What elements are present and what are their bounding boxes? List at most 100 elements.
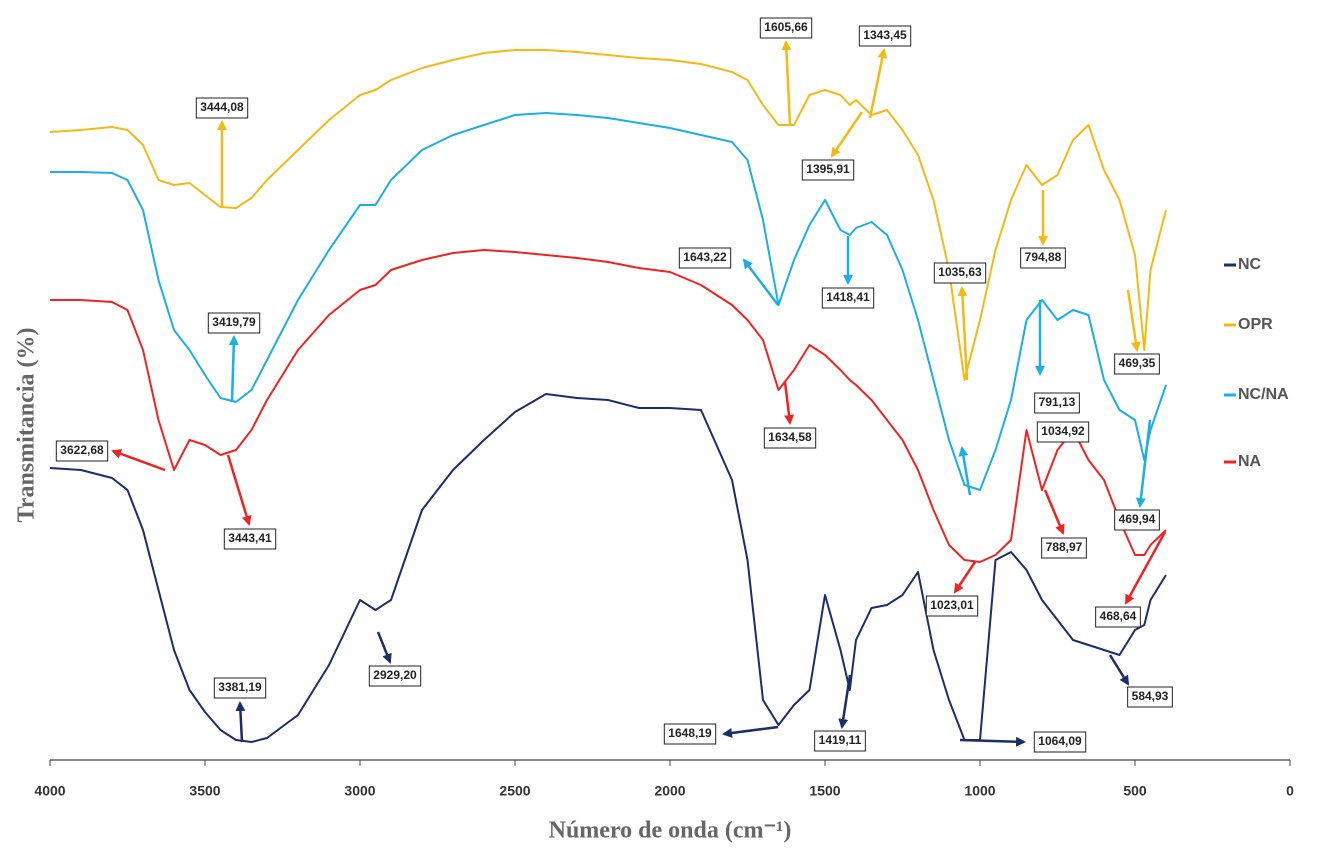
x-axis-label: Número de onda (cm⁻¹) (549, 818, 792, 844)
annotation-arrow (868, 48, 888, 119)
legend-label: NA (1238, 453, 1262, 470)
annotation-box (195, 97, 249, 119)
annotation-arrow (957, 286, 969, 381)
annotation: 788,97 (1041, 537, 1087, 559)
annotation-box (1020, 247, 1066, 269)
annotation-label: 3622,68 (60, 443, 104, 457)
x-tick-label: 0 (1286, 783, 1294, 799)
annotation-label: 2929,20 (373, 668, 417, 682)
annotation: 1035,63 (933, 262, 987, 284)
annotation-label: 794,88 (1025, 250, 1062, 264)
x-tick-label: 2000 (654, 783, 685, 799)
annotation-label: 1643,22 (683, 250, 727, 264)
annotation: 1064,09 (1033, 731, 1087, 753)
annotation-box (678, 247, 732, 269)
annotation-box (814, 730, 866, 752)
annotation-arrow (783, 381, 794, 425)
annotation: 469,35 (1114, 353, 1160, 375)
annotation: 1643,22 (678, 247, 732, 269)
annotation-arrow (376, 631, 392, 664)
annotation-box (1095, 606, 1141, 628)
annotation-box (759, 17, 813, 39)
annotation-label: 3443,41 (228, 531, 272, 545)
annotation: 791,13 (1034, 392, 1080, 414)
x-tick-label: 3000 (344, 783, 375, 799)
annotation: 794,88 (1020, 247, 1066, 269)
y-axis-label: Transmitancia (%) (14, 328, 40, 523)
annotation: 1605,66 (759, 17, 813, 39)
annotation-box (1034, 392, 1080, 414)
annotation-box (1127, 686, 1173, 708)
annotation-label: 1395,91 (806, 162, 850, 176)
annotation-box (368, 665, 422, 687)
annotation: 1395,91 (801, 159, 855, 181)
annotation: 3419,79 (207, 312, 261, 334)
annotation-label: 3444,08 (200, 100, 244, 114)
annotation-label: 788,97 (1046, 540, 1083, 554)
legend-label: OPR (1238, 316, 1273, 333)
annotation-arrow (1124, 531, 1167, 605)
spectrum-line (49, 49, 1167, 381)
annotation: 3444,08 (195, 97, 249, 119)
legend-label: NC (1238, 256, 1262, 273)
annotation-arrow (235, 701, 246, 743)
annotation: 1648,19 (663, 723, 717, 745)
annotation-box (1114, 353, 1160, 375)
annotation-box (933, 262, 987, 284)
annotation: 1343,45 (858, 25, 912, 47)
annotation-arrow (1108, 654, 1130, 686)
annotation-label: 1418,41 (826, 290, 870, 304)
annotation-box (223, 528, 277, 550)
annotation: 3443,41 (223, 528, 277, 550)
annotation: 1418,41 (821, 287, 875, 309)
annotation-box (1114, 509, 1160, 531)
annotation-label: 1419,11 (819, 733, 862, 747)
annotation-label: 1648,19 (668, 726, 712, 740)
x-tick-label: 3500 (189, 783, 220, 799)
annotation-arrow (830, 111, 864, 158)
annotation-arrow (781, 40, 792, 126)
annotation-label: 469,35 (1119, 356, 1156, 370)
annotation-arrow (838, 674, 852, 729)
annotation-arrow (953, 561, 977, 594)
annotation-label: 469,94 (1119, 512, 1156, 526)
legend-label: NC/NA (1238, 386, 1289, 403)
annotation: 584,93 (1127, 686, 1173, 708)
annotation-label: 1023,01 (930, 598, 974, 612)
annotation-arrow (226, 454, 252, 526)
annotation-arrow (111, 449, 166, 472)
annotation: 1419,11 (814, 730, 866, 752)
annotation: 3381,19 (213, 677, 267, 699)
annotation-label: 791,13 (1039, 395, 1076, 409)
annotation: 468,64 (1095, 606, 1141, 628)
annotation: 1034,92 (1036, 421, 1090, 443)
annotation-arrow (1043, 489, 1065, 535)
annotation-label: 1634,58 (768, 430, 812, 444)
annotation-box (213, 677, 267, 699)
annotation: 1634,58 (763, 427, 817, 449)
spectrum-line (50, 249, 1167, 563)
annotation-arrow (959, 736, 1026, 747)
annotation-box (1036, 421, 1090, 443)
annotation-arrow (958, 446, 972, 496)
x-tick-label: 4000 (34, 783, 65, 799)
annotation-label: 1035,63 (938, 265, 982, 279)
annotation-label: 468,64 (1100, 609, 1137, 623)
annotation-label: 3381,19 (218, 680, 262, 694)
annotation-box (1041, 537, 1087, 559)
annotation-box (207, 312, 261, 334)
annotation-label: 1605,66 (764, 20, 808, 34)
annotation-label: 3419,79 (212, 315, 256, 329)
annotation-box (55, 440, 109, 462)
spectrum-line (50, 112, 1167, 491)
annotation-label: 584,93 (1132, 689, 1169, 703)
annotation-label: 1034,92 (1041, 424, 1085, 438)
x-tick-label: 500 (1123, 783, 1147, 799)
annotation: 469,94 (1114, 509, 1160, 531)
annotation-arrow (742, 258, 779, 306)
annotation: 1023,01 (925, 595, 979, 617)
annotation-box (763, 427, 817, 449)
annotation-box (925, 595, 979, 617)
annotation-box (858, 25, 912, 47)
